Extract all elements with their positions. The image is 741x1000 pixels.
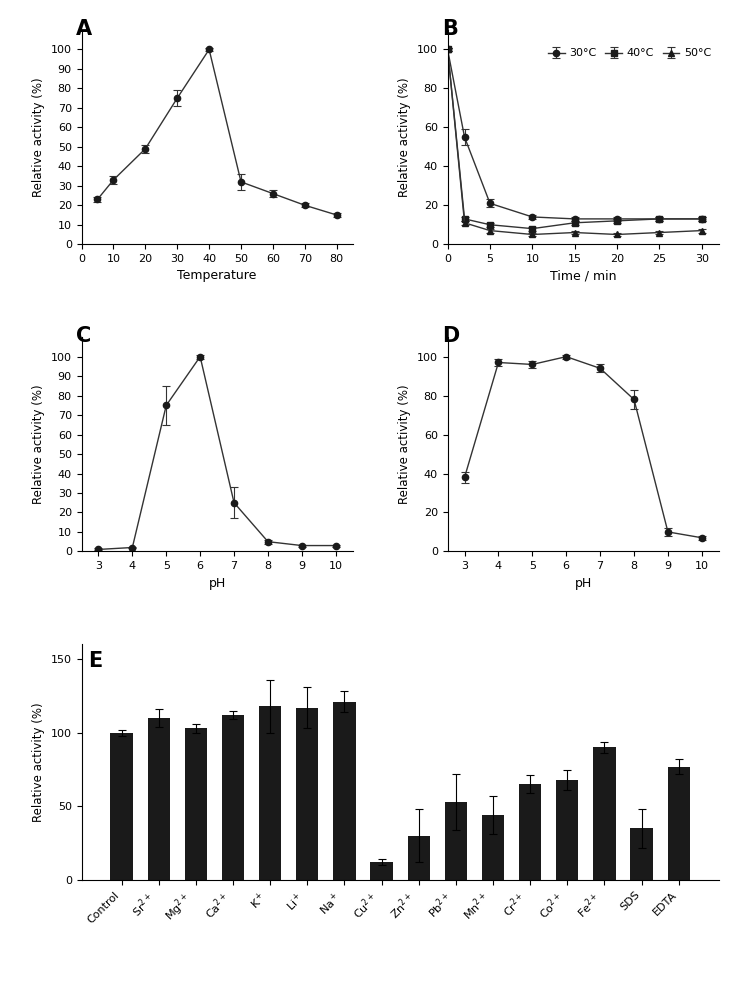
Y-axis label: Relative activity (%): Relative activity (%) (399, 77, 411, 197)
Text: C: C (76, 326, 91, 346)
X-axis label: pH: pH (208, 577, 226, 590)
Bar (445, 802, 467, 880)
Text: B: B (442, 19, 458, 39)
Text: A: A (76, 19, 92, 39)
Bar (370, 862, 393, 880)
Bar (147, 718, 170, 880)
Legend: 30°C, 40°C, 50°C: 30°C, 40°C, 50°C (546, 46, 714, 61)
Bar (631, 828, 653, 880)
Text: D: D (442, 326, 459, 346)
Bar (259, 706, 282, 880)
Bar (594, 747, 616, 880)
Y-axis label: Relative activity (%): Relative activity (%) (399, 384, 411, 504)
Bar (110, 733, 133, 880)
Bar (482, 815, 504, 880)
X-axis label: Time / min: Time / min (550, 269, 617, 282)
Bar (333, 702, 356, 880)
Bar (519, 784, 541, 880)
Text: E: E (88, 651, 102, 671)
Y-axis label: Relative activity (%): Relative activity (%) (32, 702, 45, 822)
Bar (296, 708, 319, 880)
Bar (556, 780, 579, 880)
Y-axis label: Relative activity (%): Relative activity (%) (32, 384, 45, 504)
X-axis label: pH: pH (574, 577, 592, 590)
Bar (668, 767, 690, 880)
X-axis label: Temperature: Temperature (177, 269, 257, 282)
Y-axis label: Relative activity (%): Relative activity (%) (32, 77, 45, 197)
Bar (408, 836, 430, 880)
Bar (222, 715, 245, 880)
Bar (185, 728, 207, 880)
